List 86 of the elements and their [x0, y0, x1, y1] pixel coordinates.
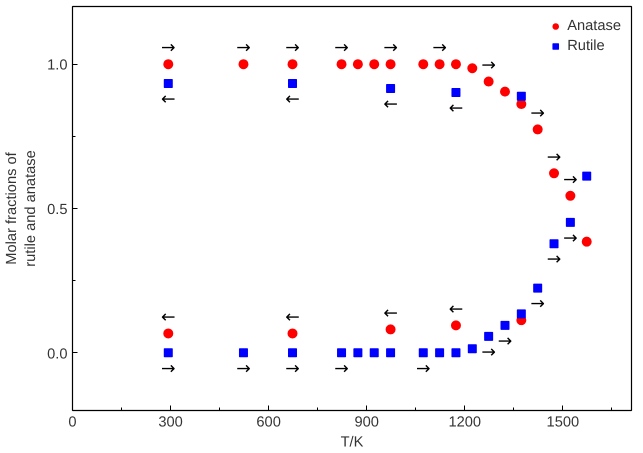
point [336, 59, 347, 70]
point [386, 348, 396, 358]
point [369, 59, 380, 70]
point [435, 348, 444, 358]
point [352, 59, 363, 70]
annotation: → [236, 38, 251, 58]
point [533, 284, 542, 293]
annotation: → [285, 38, 300, 58]
point [163, 59, 174, 70]
point [467, 63, 478, 74]
annotation: ← [161, 307, 176, 328]
point [386, 84, 396, 93]
point [451, 348, 460, 358]
point [484, 76, 494, 87]
legend-label: Rutile [567, 38, 605, 54]
annotation: ← [448, 98, 464, 118]
annotation: → [432, 38, 447, 58]
point [238, 59, 248, 70]
point [549, 168, 560, 178]
annotation: → [563, 228, 578, 248]
point [566, 218, 575, 227]
point [434, 59, 445, 70]
point [288, 328, 298, 338]
point [532, 124, 543, 134]
point [582, 236, 592, 247]
x-tick-label: 0 [68, 414, 77, 430]
annotation: ← [383, 303, 398, 324]
annotation: ← [285, 307, 300, 328]
y-tick-label: 1.0 [47, 58, 68, 74]
annotation: ← [383, 94, 398, 114]
annotation: → [334, 358, 349, 379]
point [468, 344, 477, 354]
point [238, 348, 248, 358]
point [288, 79, 298, 88]
x-tick-label: 600 [256, 414, 281, 430]
annotation: → [383, 38, 398, 58]
point [550, 239, 559, 248]
annotation: ← [285, 90, 300, 110]
point [163, 328, 174, 338]
point [450, 59, 461, 70]
point [164, 348, 173, 358]
annotation: → [416, 358, 431, 379]
point [337, 348, 346, 358]
x-axis-title: T/K [340, 434, 364, 450]
point [418, 348, 428, 358]
annotation: → [530, 103, 545, 124]
point [500, 86, 510, 97]
annotation: → [481, 56, 496, 76]
point [386, 59, 396, 70]
y-axis-title: Molar fractions of rutile and anatase [4, 150, 40, 267]
annotation: → [236, 358, 251, 379]
y-tick-label: 0.0 [47, 346, 68, 362]
annotation: → [498, 331, 512, 352]
point [164, 79, 173, 88]
point [353, 348, 362, 358]
annotation: → [563, 170, 578, 190]
point [451, 88, 460, 97]
annotation: → [285, 358, 300, 379]
point [582, 172, 592, 181]
legend-label: Anatase [567, 18, 621, 34]
x-tick-label: 900 [354, 414, 379, 430]
point [516, 309, 526, 318]
point [418, 59, 428, 70]
point [288, 59, 298, 70]
point [484, 332, 494, 341]
annotation: → [161, 38, 176, 58]
annotation: → [546, 250, 562, 270]
point [450, 320, 461, 330]
annotation: → [334, 38, 349, 58]
x-tick-label: 1500 [546, 414, 580, 430]
annotation: → [161, 358, 176, 379]
y-tick-label: 0.5 [47, 202, 68, 218]
annotation: → [530, 294, 545, 314]
annotation: ← [448, 299, 464, 320]
point [565, 190, 576, 201]
x-tick-label: 1200 [448, 414, 482, 430]
point [288, 348, 298, 358]
annotation: ← [161, 90, 176, 110]
x-tick-label: 300 [158, 414, 183, 430]
point [370, 348, 379, 358]
point [516, 99, 526, 110]
point [386, 324, 396, 334]
annotation: → [546, 147, 562, 168]
annotation: → [481, 342, 496, 362]
point [500, 320, 510, 330]
point [516, 92, 526, 101]
